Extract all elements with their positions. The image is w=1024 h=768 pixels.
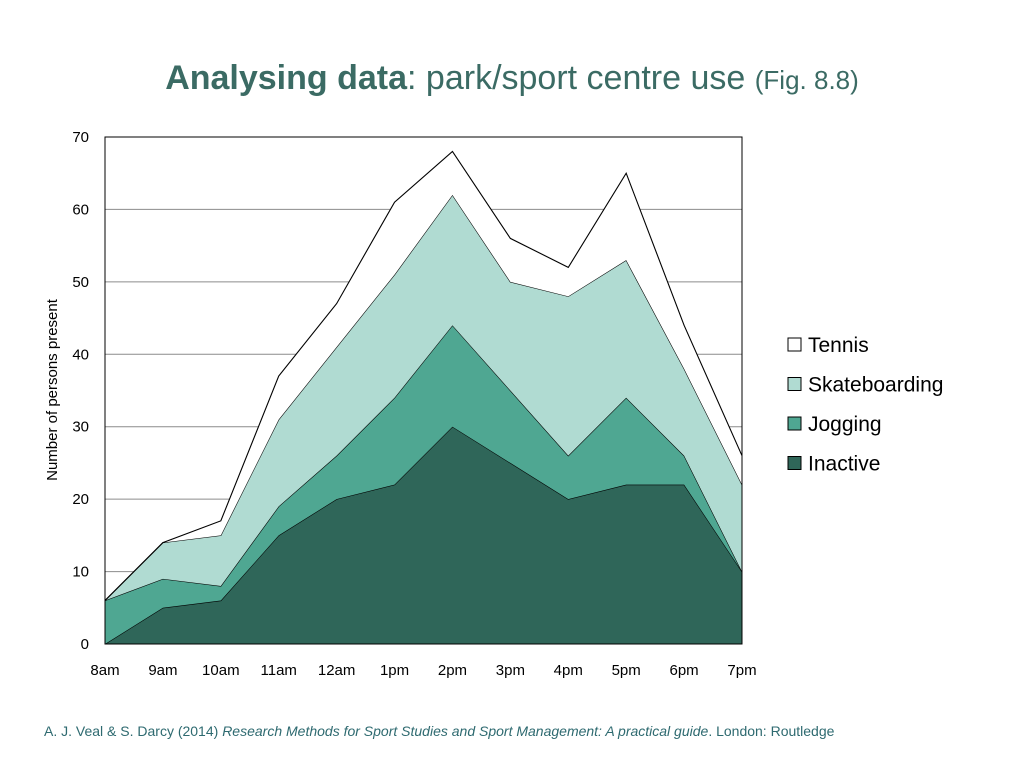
citation-publisher: . London: Routledge (708, 723, 835, 739)
legend-swatch-inactive (787, 456, 802, 470)
plot-border (104, 136, 743, 645)
x-tick-label-1pm: 1pm (380, 662, 409, 679)
legend-item-skateboarding: Skateboarding (787, 374, 943, 397)
legend-item-tennis: Tennis (787, 334, 869, 357)
area-skateboarding (105, 194, 742, 601)
area-edge-tennis (104, 150, 743, 601)
title-bold: Analysing data (165, 59, 408, 97)
x-tick-label-3pm: 3pm (496, 662, 525, 679)
y-tick-label-60: 60 (72, 201, 89, 218)
citation-authors: A. J. Veal & S. Darcy (2014) (44, 723, 223, 739)
y-tick-label-0: 0 (81, 636, 89, 653)
legend-item-jogging: Jogging (787, 413, 882, 436)
citation-title: Research Methods for Sport Studies and S… (222, 723, 709, 739)
x-tick-label-2pm: 2pm (438, 662, 467, 679)
x-tick-label-4pm: 4pm (554, 662, 583, 679)
y-tick-label-70: 70 (72, 129, 89, 146)
y-tick-label-20: 20 (72, 491, 89, 508)
title-rest: : park/sport centre use (407, 59, 755, 97)
area-tennis (105, 151, 742, 601)
area-jogging (105, 325, 742, 644)
y-tick-label-40: 40 (72, 346, 89, 363)
x-tick-label-7pm: 7pm (727, 662, 756, 679)
legend-label-inactive: Inactive (808, 453, 880, 476)
x-tick-label-10am: 10am (202, 662, 240, 679)
x-tick-label-11am: 11am (261, 662, 297, 679)
legend-label-tennis: Tennis (808, 334, 869, 357)
axes (104, 136, 743, 645)
y-tick-label-50: 50 (72, 274, 89, 291)
x-tick-label-12am: 12am (318, 662, 356, 679)
legend-swatch-skateboarding (787, 377, 802, 391)
area-layer (104, 150, 743, 645)
legend-item-inactive: Inactive (787, 453, 880, 476)
x-tick-label-6pm: 6pm (669, 662, 698, 679)
legend-swatch-jogging (787, 416, 802, 431)
x-tick-label-5pm: 5pm (612, 662, 641, 679)
x-tick-label-9am: 9am (148, 662, 177, 679)
stacked-area-chart: 0 10 20 30 40 50 60 70 8am 9am 10am 11am 12am 1pm 2pm 3… (44, 129, 943, 679)
y-tick-label-30: 30 (72, 419, 89, 436)
title-figure-ref: (Fig. 8.8) (754, 65, 859, 95)
slide-title: Analysing data: park/sport centre use (F… (0, 56, 1024, 102)
citation: A. J. Veal & S. Darcy (2014) Research Me… (44, 723, 834, 739)
y-axis-label: Number of persons present (44, 298, 61, 481)
legend: Tennis Skateboarding Jogging Inactive (787, 334, 943, 476)
legend-label-jogging: Jogging (808, 413, 882, 436)
legend-swatch-tennis (787, 337, 802, 352)
tick-labels: 0 10 20 30 40 50 60 70 8am 9am 10am 11am 12am 1pm 2pm 3… (72, 129, 756, 679)
x-tick-label-8am: 8am (90, 662, 119, 679)
y-tick-label-10: 10 (72, 564, 89, 581)
legend-label-skateboarding: Skateboarding (808, 374, 943, 397)
area-inactive (105, 426, 742, 644)
